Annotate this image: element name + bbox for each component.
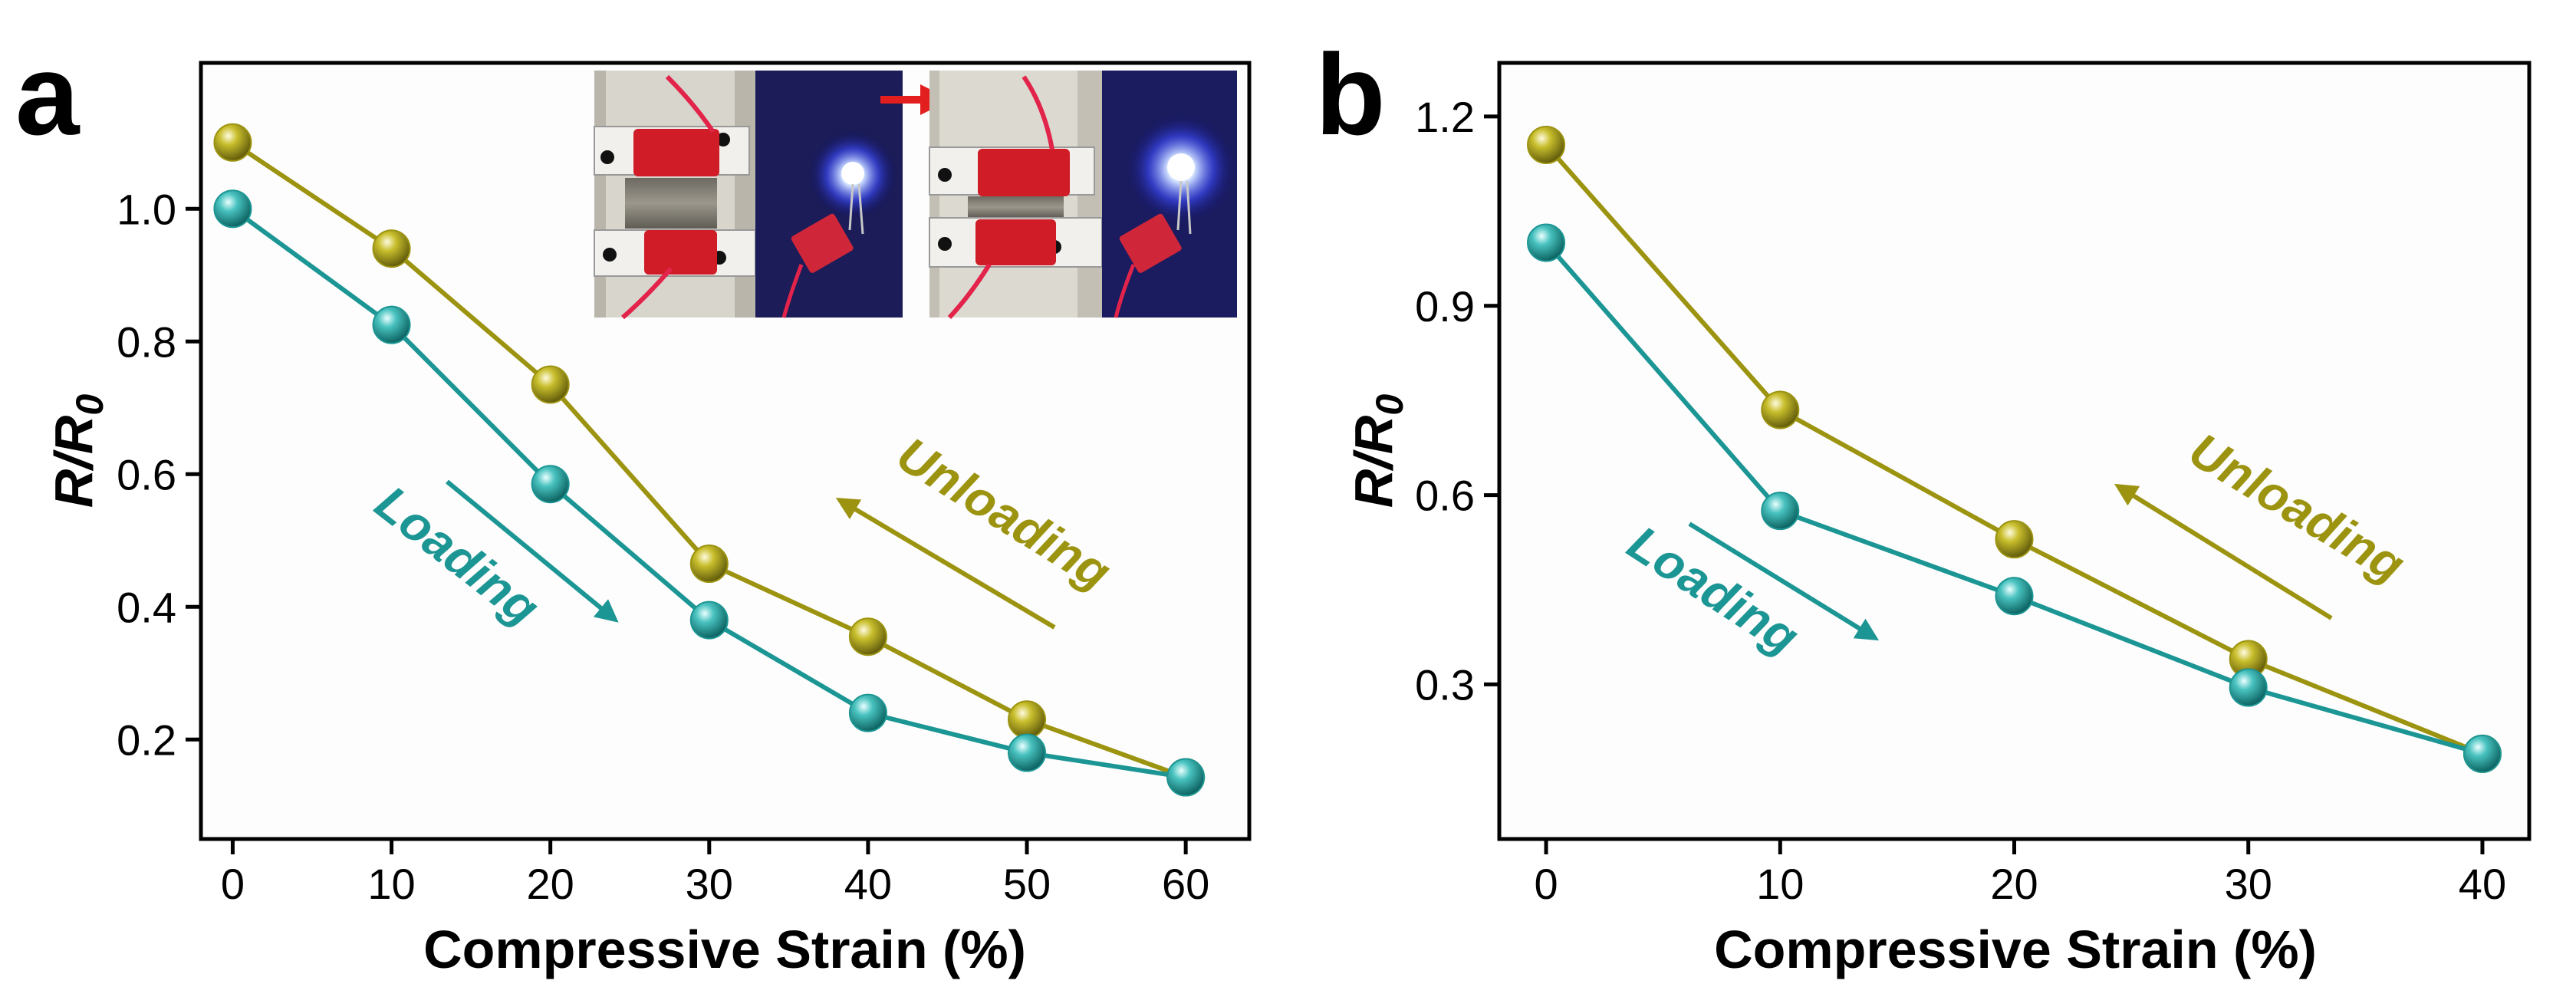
y-tick-label: 1.2 bbox=[1415, 93, 1475, 141]
panel-b-x-tick-labels: 0 10 20 30 40 bbox=[1534, 860, 2506, 908]
data-point-loading bbox=[1166, 758, 1206, 797]
data-point-loading bbox=[1761, 492, 1800, 531]
panel-b-ticks bbox=[1484, 114, 2485, 854]
data-point-unloading bbox=[213, 123, 252, 162]
panel-a-letter: a bbox=[15, 30, 81, 159]
x-tick-label: 50 bbox=[1003, 860, 1051, 908]
data-point-unloading bbox=[372, 229, 411, 268]
x-tick-label: 40 bbox=[844, 860, 892, 908]
data-point-loading bbox=[2462, 734, 2502, 773]
x-tick-label: 0 bbox=[221, 860, 245, 908]
data-point-unloading bbox=[689, 545, 729, 584]
x-tick-label: 10 bbox=[367, 860, 415, 908]
data-point-unloading bbox=[1995, 520, 2034, 559]
data-point-loading bbox=[531, 465, 570, 504]
panel-b-series-points bbox=[1527, 125, 2502, 773]
x-tick-label: 30 bbox=[2225, 860, 2272, 908]
data-point-loading bbox=[2229, 668, 2268, 707]
panel-a-loading-arrow bbox=[446, 479, 619, 623]
inset-photo-compressed bbox=[929, 71, 1237, 320]
x-tick-label: 30 bbox=[686, 860, 733, 908]
panel-b-y-axis-title: R/R0 bbox=[1344, 394, 1411, 508]
panel-b: b 0 10 20 30 40 0.3 0.6 0.9 1.2 Compressive Str… bbox=[1315, 30, 2532, 979]
y-tick-label: 0.4 bbox=[117, 583, 176, 631]
panel-a-ticks bbox=[186, 206, 1188, 854]
y-tick-label: 0.3 bbox=[1415, 660, 1475, 709]
y-tick-label: 0.9 bbox=[1415, 282, 1475, 331]
panel-b-letter: b bbox=[1315, 30, 1386, 159]
panel-b-y-tick-labels: 0.3 0.6 0.9 1.2 bbox=[1415, 93, 1475, 709]
data-point-unloading bbox=[1761, 390, 1800, 429]
panel-a-inset-photos bbox=[594, 71, 1237, 320]
x-tick-label: 0 bbox=[1534, 860, 1558, 908]
panel-a-series-points bbox=[213, 123, 1206, 797]
x-tick-label: 40 bbox=[2459, 860, 2506, 908]
y-tick-label: 0.8 bbox=[117, 318, 176, 366]
data-point-loading bbox=[1008, 733, 1047, 772]
y-tick-label: 0.6 bbox=[1415, 472, 1475, 520]
panel-b-unloading-arrow bbox=[2114, 483, 2333, 620]
y-tick-label: 1.0 bbox=[117, 185, 176, 233]
x-tick-label: 20 bbox=[527, 860, 574, 908]
data-point-unloading bbox=[848, 617, 887, 656]
panel-a: a 0 10 20 30 40 50 60 0.2 0.4 0.6 0.8 1.0 Compress… bbox=[15, 30, 1252, 979]
y-tick-label: 0.6 bbox=[117, 450, 176, 498]
panel-b-plot-frame bbox=[1497, 61, 2532, 841]
data-point-loading bbox=[372, 305, 411, 344]
data-point-loading bbox=[1995, 577, 2034, 616]
panel-a-y-axis-title: R/R0 bbox=[44, 394, 111, 508]
data-point-loading bbox=[689, 601, 729, 640]
panel-b-loading-arrow bbox=[1688, 522, 1880, 641]
panel-b-x-axis-title: Compressive Strain (%) bbox=[1714, 920, 2317, 979]
x-tick-label: 20 bbox=[1990, 860, 2038, 908]
x-tick-label: 10 bbox=[1756, 860, 1804, 908]
data-point-loading bbox=[213, 189, 252, 229]
inset-photo-uncompressed bbox=[594, 71, 903, 320]
panel-a-x-axis-title: Compressive Strain (%) bbox=[423, 920, 1026, 979]
panel-a-y-tick-labels: 0.2 0.4 0.6 0.8 1.0 bbox=[117, 185, 176, 764]
data-point-loading bbox=[1527, 223, 1566, 262]
x-tick-label: 60 bbox=[1162, 860, 1209, 908]
data-point-unloading bbox=[1008, 700, 1047, 739]
y-tick-label: 0.2 bbox=[117, 716, 176, 764]
data-point-unloading bbox=[531, 365, 570, 404]
panel-a-unloading-arrow bbox=[835, 497, 1056, 630]
data-point-loading bbox=[848, 693, 887, 732]
panel-a-x-tick-labels: 0 10 20 30 40 50 60 bbox=[221, 860, 1209, 908]
data-point-unloading bbox=[1527, 125, 1566, 164]
